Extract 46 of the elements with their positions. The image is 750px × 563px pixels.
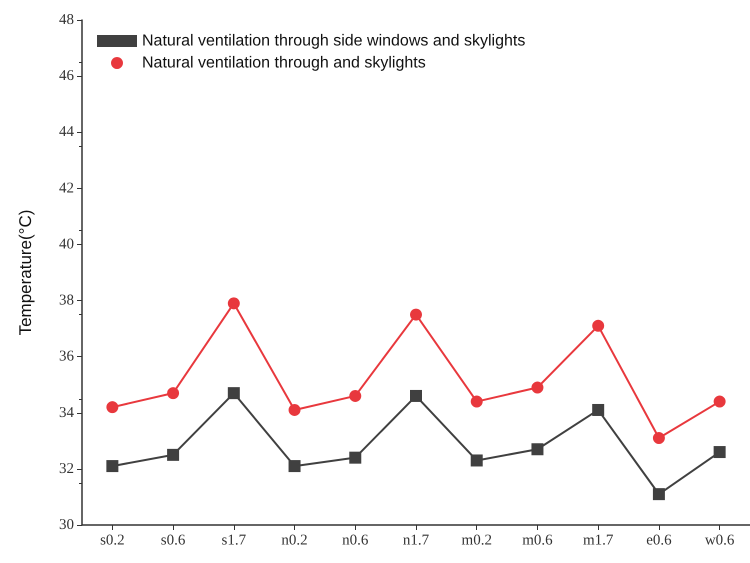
y-tick-label: 34 — [59, 404, 74, 421]
point — [349, 390, 362, 402]
point — [531, 443, 544, 456]
y-tick-label: 38 — [59, 292, 74, 309]
legend-label: Natural ventilation through and skylights — [142, 54, 426, 72]
point — [652, 432, 665, 444]
x-tick-label: s0.6 — [160, 532, 186, 548]
point — [228, 297, 240, 310]
legend-label: Natural ventilation through side windows and skylights — [142, 32, 526, 50]
point — [410, 390, 422, 402]
point — [714, 446, 726, 458]
x-tick-label: m1.7 — [582, 532, 614, 548]
y-axis-title: Temperature(°C) — [16, 210, 35, 336]
point — [349, 452, 362, 464]
x-tick-label: n0.6 — [342, 532, 369, 548]
point — [106, 401, 118, 414]
point — [652, 488, 665, 500]
point — [410, 308, 422, 321]
x-tick-label: s0.2 — [100, 532, 125, 548]
y-tick-label: 40 — [59, 236, 74, 252]
y-tick-label: 32 — [59, 460, 74, 477]
y-tick-label: 44 — [59, 124, 74, 140]
point — [228, 387, 240, 400]
y-tick-label: 42 — [59, 180, 74, 196]
x-tick-label: m0.6 — [522, 532, 554, 548]
y-tick-label: 30 — [59, 517, 74, 533]
y-tick-label: 48 — [59, 12, 74, 28]
y-tick-label: 36 — [59, 348, 74, 365]
x-tick-label: w0.6 — [704, 532, 735, 548]
point — [167, 448, 180, 461]
x-tick-label: n0.2 — [281, 532, 308, 548]
point — [167, 387, 180, 400]
x-tick-label: e0.6 — [646, 532, 672, 548]
point — [531, 382, 544, 394]
point — [470, 454, 483, 466]
x-tick-label: s1.7 — [222, 532, 247, 548]
point — [288, 460, 301, 472]
point — [288, 404, 301, 416]
point — [714, 396, 726, 408]
point — [592, 404, 604, 416]
x-tick-label: n1.7 — [402, 532, 430, 548]
x-tick-label: m0.2 — [462, 532, 492, 548]
point — [470, 396, 483, 408]
point — [592, 320, 604, 332]
point — [106, 460, 118, 472]
y-tick-label: 46 — [59, 68, 74, 84]
